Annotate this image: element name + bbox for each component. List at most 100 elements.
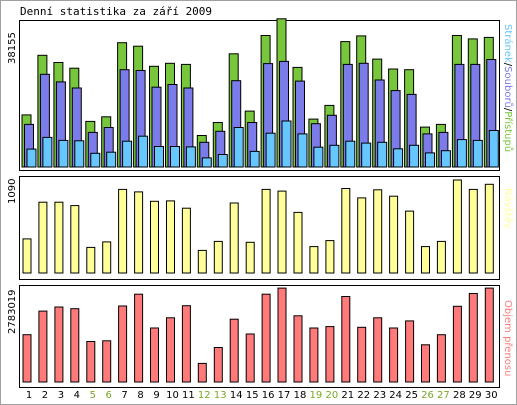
bar-kbytes-day-9 — [150, 327, 159, 383]
bar-visits-day-16 — [261, 188, 271, 274]
bar-pages-day-4 — [74, 140, 85, 168]
legend-hits: Přístupů — [502, 111, 514, 152]
ymax-label-kbytes: 2783019 — [7, 289, 18, 334]
bar-visits-day-23 — [373, 189, 383, 274]
bar-kbytes-day-5 — [86, 341, 96, 383]
bar-kbytes-day-8 — [134, 293, 144, 383]
x-tick-label-day-7: 7 — [121, 390, 127, 401]
bar-visits-day-1 — [22, 238, 32, 274]
bar-pages-day-16 — [265, 132, 276, 168]
bar-kbytes-day-22 — [357, 326, 367, 383]
bar-kbytes-day-10 — [166, 317, 175, 383]
bar-visits-day-30 — [484, 183, 494, 274]
bar-visits-day-24 — [389, 195, 399, 274]
bar-visits-day-18 — [293, 211, 303, 274]
bar-visits-day-6 — [102, 241, 112, 274]
legend-visits: Návštěv — [502, 188, 514, 229]
bar-kbytes-day-26 — [421, 344, 430, 383]
bar-visits-day-12 — [197, 249, 207, 274]
x-tick-label-day-25: 25 — [405, 390, 418, 401]
bar-pages-day-28 — [456, 139, 467, 168]
bar-visits-day-5 — [86, 246, 96, 274]
x-tick-label-day-28: 28 — [453, 390, 466, 401]
panel-frame-kbytes — [19, 285, 500, 388]
x-tick-label-day-20: 20 — [326, 390, 339, 401]
x-tick-label-day-1: 1 — [26, 390, 32, 401]
bar-pages-day-19 — [313, 146, 324, 168]
x-tick-label-day-29: 29 — [469, 390, 482, 401]
bar-kbytes-day-30 — [484, 287, 494, 383]
x-tick-label-day-3: 3 — [58, 390, 64, 401]
bar-kbytes-day-19 — [309, 327, 319, 383]
x-tick-label-day-11: 11 — [182, 390, 195, 401]
bar-visits-day-7 — [118, 188, 128, 274]
x-tick-label-day-8: 8 — [137, 390, 143, 401]
bar-pages-day-7 — [122, 140, 133, 168]
bar-pages-day-11 — [185, 146, 196, 168]
bar-pages-day-25 — [409, 144, 420, 168]
x-tick-label-day-18: 18 — [294, 390, 307, 401]
panel-frame-visits — [19, 176, 500, 280]
legend-separator-1: / — [502, 63, 513, 67]
bar-visits-day-10 — [166, 200, 175, 274]
panel-frame-hits — [19, 20, 500, 171]
ymax-label-visits: 1090 — [7, 179, 18, 204]
bar-kbytes-day-15 — [245, 333, 255, 383]
x-tick-label-day-26: 26 — [421, 390, 434, 401]
x-tick-label-day-23: 23 — [373, 390, 386, 401]
bar-pages-day-12 — [201, 157, 212, 168]
bar-visits-day-11 — [181, 207, 191, 274]
x-tick-labels: 1 2 3 4 5 6 7 8 9 10 11 12 13 14 15 16 17 18 19 20 21 22 23 24 2… — [26, 390, 498, 401]
bar-pages-day-1 — [26, 148, 37, 168]
bar-visits-day-13 — [213, 240, 223, 274]
bar-kbytes-day-23 — [373, 317, 383, 383]
bar-pages-day-17 — [281, 120, 292, 168]
bar-kbytes-day-4 — [70, 308, 80, 383]
legend-files: Souborů — [502, 66, 514, 108]
x-tick-label-day-22: 22 — [357, 390, 370, 401]
legend-pages: Stránek — [502, 24, 514, 63]
bar-kbytes-day-24 — [389, 327, 399, 383]
bar-pages-day-8 — [138, 135, 149, 168]
bar-kbytes-day-12 — [197, 362, 207, 383]
bar-kbytes-day-17 — [277, 287, 287, 383]
bar-pages-day-21 — [345, 140, 356, 168]
bar-pages-day-15 — [249, 150, 260, 168]
bar-pages-day-30 — [488, 130, 499, 168]
x-tick-label-day-13: 13 — [214, 390, 227, 401]
x-tick-label-day-21: 21 — [341, 390, 354, 401]
bar-pages-day-3 — [58, 139, 69, 168]
x-tick-label-day-27: 27 — [437, 390, 450, 401]
ymax-label-hits: 38155 — [7, 32, 18, 64]
bar-pages-day-29 — [472, 139, 483, 168]
bar-visits-day-22 — [357, 197, 367, 274]
x-tick-label-day-24: 24 — [389, 390, 402, 401]
chart-title: Denní statistika za září 2009 — [20, 5, 212, 18]
x-tick-label-day-2: 2 — [42, 390, 48, 401]
bar-layer — [21, 18, 499, 383]
bar-kbytes-day-1 — [22, 334, 32, 383]
bar-kbytes-day-14 — [229, 318, 239, 383]
bar-pages-day-20 — [329, 144, 340, 168]
x-tick-label-day-16: 16 — [262, 390, 275, 401]
x-tick-label-day-5: 5 — [90, 390, 96, 401]
bar-pages-day-6 — [106, 151, 117, 168]
bar-visits-day-29 — [468, 188, 478, 274]
x-tick-label-day-30: 30 — [485, 390, 498, 401]
bar-kbytes-day-29 — [468, 293, 478, 383]
x-tick-label-day-4: 4 — [74, 390, 80, 401]
bar-pages-day-5 — [90, 152, 101, 168]
x-tick-label-day-6: 6 — [106, 390, 112, 401]
bar-visits-day-27 — [436, 240, 446, 274]
legend-kbytes: Objem přenosu — [502, 300, 514, 376]
bar-kbytes-day-27 — [436, 334, 446, 383]
x-tick-label-day-17: 17 — [278, 390, 291, 401]
bar-visits-day-3 — [54, 201, 64, 274]
bar-pages-day-14 — [233, 127, 244, 168]
bar-pages-day-10 — [170, 146, 180, 168]
bar-pages-day-18 — [297, 133, 308, 168]
bar-kbytes-day-20 — [325, 326, 335, 383]
